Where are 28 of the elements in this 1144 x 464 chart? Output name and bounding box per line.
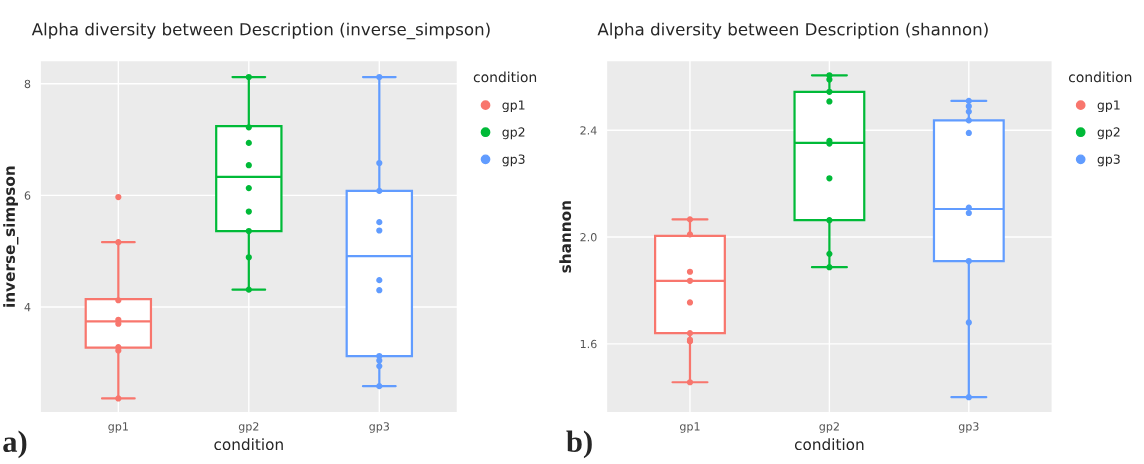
chart-title: Alpha diversity between Description (inverse_simpson) — [31, 22, 490, 40]
y-tick-label: 8 — [24, 79, 31, 89]
x-axis-title: condition — [794, 438, 864, 451]
text: a) — [3, 430, 27, 459]
x-tick-label: gp3 — [958, 422, 979, 433]
x-tick-label: gp1 — [108, 422, 128, 433]
chart-title: Alpha diversity between Description (shannon) — [597, 22, 988, 39]
y-axis-title: shannon — [559, 201, 572, 273]
text: b) — [566, 430, 592, 459]
x-axis-title: condition — [214, 438, 283, 451]
legend-label: gp1 — [1097, 100, 1120, 113]
y-tick-label: 2.0 — [580, 233, 597, 242]
x-tick-label: gp3 — [369, 422, 389, 433]
y-tick-label: 4 — [24, 303, 31, 312]
x-tick-label: gp1 — [680, 422, 700, 433]
legend-title: condition — [1068, 71, 1132, 83]
y-tick-label: 2.4 — [580, 126, 597, 135]
y-tick-label: 6 — [24, 191, 31, 200]
y-axis-title: inverse_simpson — [3, 166, 19, 307]
legend-label: gp2 — [502, 127, 525, 140]
legend-label: gp3 — [502, 154, 525, 167]
x-tick-label: gp2 — [238, 422, 259, 433]
y-tick-label: 1.6 — [580, 339, 597, 349]
legend-title: condition — [473, 71, 537, 83]
legend-label: gp1 — [502, 100, 525, 113]
legend-label: gp3 — [1097, 154, 1120, 167]
legend-label: gp2 — [1097, 127, 1120, 140]
x-tick-label: gp2 — [819, 422, 839, 433]
